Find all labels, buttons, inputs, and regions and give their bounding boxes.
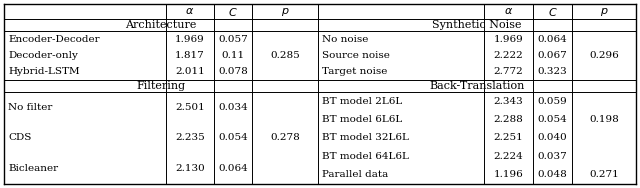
- Text: 1.969: 1.969: [175, 35, 205, 44]
- Text: 0.057: 0.057: [218, 35, 248, 44]
- Text: 0.285: 0.285: [270, 51, 300, 60]
- Text: No noise: No noise: [322, 35, 369, 44]
- Text: 0.11: 0.11: [221, 51, 244, 60]
- Text: 0.296: 0.296: [589, 51, 619, 60]
- Text: 0.198: 0.198: [589, 115, 619, 124]
- Text: Architecture: Architecture: [125, 20, 196, 30]
- Text: 0.054: 0.054: [538, 115, 568, 124]
- Text: $\alpha$: $\alpha$: [504, 7, 513, 17]
- Text: 0.034: 0.034: [218, 103, 248, 112]
- Text: $p$: $p$: [281, 5, 289, 17]
- Text: Encoder-Decoder: Encoder-Decoder: [8, 35, 100, 44]
- Text: Target noise: Target noise: [322, 67, 387, 76]
- Text: 2.224: 2.224: [493, 152, 524, 161]
- Text: Back-Translation: Back-Translation: [429, 81, 525, 91]
- Text: BT model 64L6L: BT model 64L6L: [322, 152, 409, 161]
- Text: $C$: $C$: [548, 5, 557, 17]
- Text: 2.130: 2.130: [175, 164, 205, 173]
- Text: Synthetic Noise: Synthetic Noise: [432, 20, 522, 30]
- Text: 2.343: 2.343: [493, 97, 524, 106]
- Text: 0.271: 0.271: [589, 170, 619, 179]
- Text: 0.064: 0.064: [218, 164, 248, 173]
- Text: BT model 2L6L: BT model 2L6L: [322, 97, 403, 106]
- Text: 0.323: 0.323: [538, 67, 568, 76]
- Text: 0.278: 0.278: [270, 133, 300, 143]
- Text: $\alpha$: $\alpha$: [186, 7, 195, 17]
- Text: 2.011: 2.011: [175, 67, 205, 76]
- Text: $C$: $C$: [228, 5, 238, 17]
- Text: 2.501: 2.501: [175, 103, 205, 112]
- Text: $p$: $p$: [600, 5, 608, 17]
- Text: 1.817: 1.817: [175, 51, 205, 60]
- Text: Filtering: Filtering: [136, 81, 186, 91]
- Text: 0.040: 0.040: [538, 133, 568, 143]
- Text: Decoder-only: Decoder-only: [8, 51, 78, 60]
- Text: 0.054: 0.054: [218, 133, 248, 143]
- Text: BT model 32L6L: BT model 32L6L: [322, 133, 409, 143]
- Text: 2.288: 2.288: [493, 115, 524, 124]
- Text: 1.196: 1.196: [493, 170, 524, 179]
- Text: 0.067: 0.067: [538, 51, 568, 60]
- Text: CDS: CDS: [8, 133, 31, 143]
- Text: Source noise: Source noise: [322, 51, 390, 60]
- Text: 2.251: 2.251: [493, 133, 524, 143]
- Text: 0.048: 0.048: [538, 170, 568, 179]
- Text: Parallel data: Parallel data: [322, 170, 388, 179]
- Text: No filter: No filter: [8, 103, 52, 112]
- Text: BT model 6L6L: BT model 6L6L: [322, 115, 403, 124]
- Text: 2.235: 2.235: [175, 133, 205, 143]
- Text: 2.222: 2.222: [493, 51, 524, 60]
- Text: 0.064: 0.064: [538, 35, 568, 44]
- Text: 2.772: 2.772: [493, 67, 524, 76]
- Text: Bicleaner: Bicleaner: [8, 164, 58, 173]
- Text: 0.037: 0.037: [538, 152, 568, 161]
- Text: Hybrid-LSTM: Hybrid-LSTM: [8, 67, 79, 76]
- Text: 0.078: 0.078: [218, 67, 248, 76]
- Text: 0.059: 0.059: [538, 97, 568, 106]
- Text: 1.969: 1.969: [493, 35, 524, 44]
